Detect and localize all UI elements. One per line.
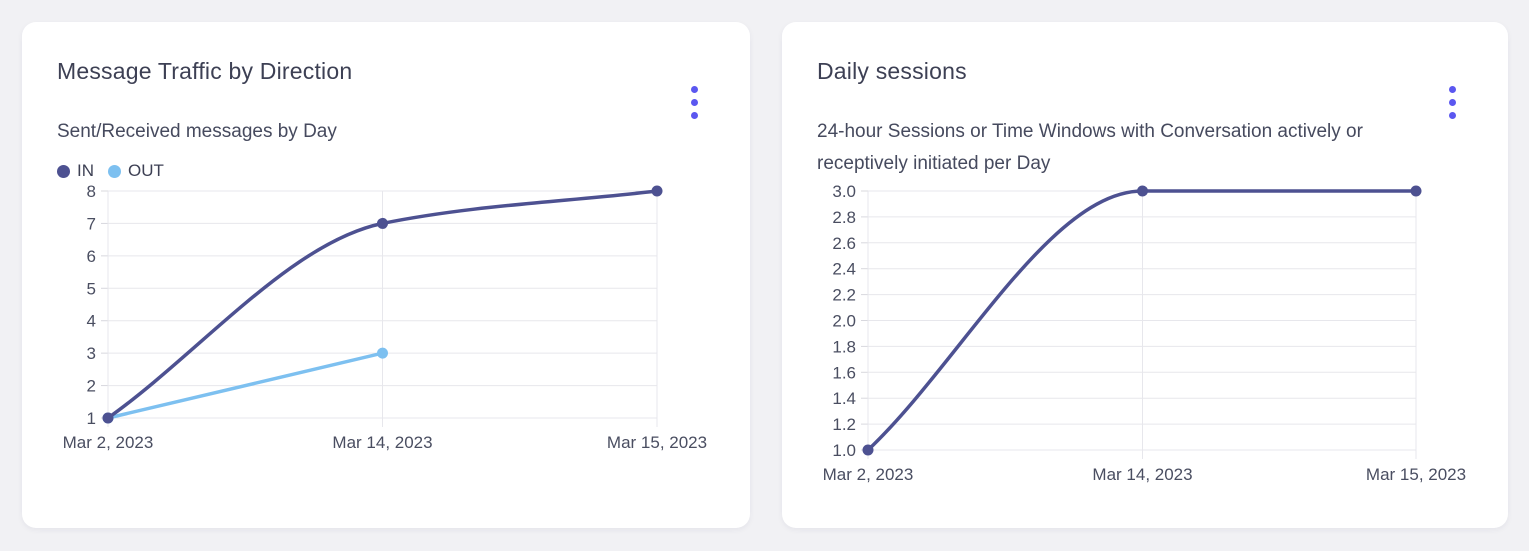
- data-point[interactable]: [1410, 185, 1422, 197]
- y-tick-label: 3: [87, 344, 96, 363]
- data-point[interactable]: [862, 444, 874, 456]
- legend-dot-in-icon: [57, 164, 70, 178]
- y-tick-label: 3.0: [832, 182, 856, 201]
- kebab-dot-icon: [691, 99, 698, 106]
- x-tick-label: Mar 15, 2023: [1366, 465, 1466, 484]
- y-tick-label: 5: [87, 279, 96, 298]
- legend-item-in[interactable]: IN: [57, 161, 94, 181]
- card-message-traffic: Message Traffic by Direction Sent/Receiv…: [22, 22, 750, 528]
- kebab-dot-icon: [691, 86, 698, 93]
- kebab-menu-icon[interactable]: [687, 82, 702, 123]
- kebab-dot-icon: [691, 112, 698, 119]
- y-tick-label: 2.0: [832, 312, 856, 331]
- y-tick-label: 7: [87, 214, 96, 233]
- x-tick-label: Mar 2, 2023: [63, 433, 154, 452]
- chart-legend: IN OUT: [57, 161, 715, 181]
- line-chart-daily-sessions[interactable]: 1.0 1.2 1.4 1.6 1.8 2.0 2.2 2.4 2.6 2.8 3.0 Mar 2, …: [782, 22, 1508, 528]
- legend-dot-out-icon: [108, 164, 121, 178]
- y-tick-label: 1.8: [832, 337, 856, 356]
- data-point[interactable]: [377, 347, 388, 359]
- y-tick-label: 2.2: [832, 286, 856, 305]
- y-tick-label: 4: [87, 312, 96, 331]
- y-tick-label: 1.6: [832, 363, 856, 382]
- card-title-daily-sessions: Daily sessions: [817, 58, 967, 84]
- kebab-dot-icon: [1449, 112, 1456, 119]
- data-point[interactable]: [651, 185, 663, 197]
- y-tick-label: 2.6: [832, 234, 856, 253]
- data-point[interactable]: [377, 217, 388, 229]
- card-title-message-traffic: Message Traffic by Direction: [57, 58, 353, 84]
- card-daily-sessions: Daily sessions 24-hour Sessions or Time …: [782, 22, 1508, 528]
- y-tick-label: 2: [87, 377, 96, 396]
- y-tick-label: 2.8: [832, 208, 856, 227]
- x-tick-label: Mar 14, 2023: [332, 433, 432, 452]
- series-line: [866, 189, 1418, 452]
- kebab-dot-icon: [1449, 86, 1456, 93]
- x-tick-label: Mar 15, 2023: [607, 433, 707, 452]
- kebab-menu-icon[interactable]: [1445, 82, 1460, 123]
- y-tick-label: 1: [87, 409, 96, 428]
- card-subtitle-daily-sessions: 24-hour Sessions or Time Windows with Co…: [817, 121, 1363, 174]
- x-tick-label: Mar 2, 2023: [823, 465, 914, 484]
- data-point[interactable]: [1137, 185, 1148, 197]
- series-line: [106, 351, 385, 420]
- y-tick-label: 1.0: [832, 441, 856, 460]
- y-tick-label: 2.4: [832, 260, 856, 279]
- legend-label-in: IN: [77, 161, 94, 180]
- legend-item-out[interactable]: OUT: [108, 161, 164, 181]
- card-subtitle-message-traffic: Sent/Received messages by Day: [57, 121, 337, 142]
- x-tick-label: Mar 14, 2023: [1092, 465, 1192, 484]
- data-point[interactable]: [102, 412, 114, 424]
- y-tick-label: 6: [87, 247, 96, 266]
- y-tick-label: 1.4: [832, 389, 856, 408]
- line-chart-message-traffic[interactable]: 1 2 3 4 5 6 7 8 Mar 2, 2023 Mar 14, 2023 Mar 15, 2…: [22, 22, 750, 528]
- y-tick-label: 1.2: [832, 415, 856, 434]
- legend-label-out: OUT: [128, 161, 164, 180]
- kebab-dot-icon: [1449, 99, 1456, 106]
- y-tick-label: 8: [87, 182, 96, 201]
